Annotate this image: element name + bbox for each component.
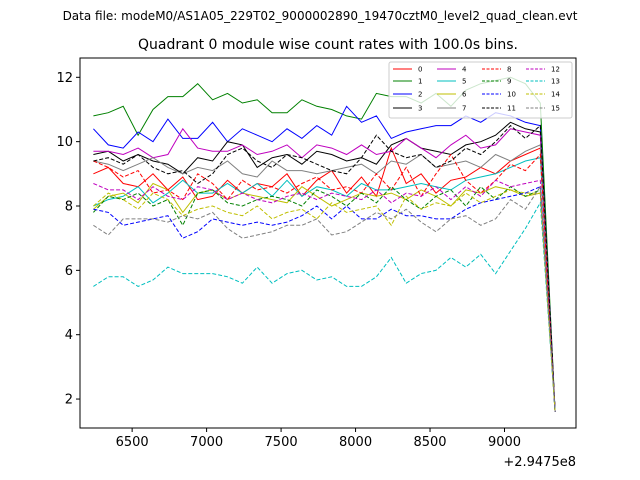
x-offset-label: +2.9475e8 bbox=[503, 455, 576, 470]
legend-label-14: 14 bbox=[551, 91, 560, 99]
x-tick-label: 7000 bbox=[190, 435, 223, 450]
legend-label-6: 6 bbox=[462, 91, 467, 99]
series-line-5 bbox=[93, 157, 556, 412]
legend-box bbox=[388, 61, 573, 119]
series-line-9 bbox=[93, 185, 556, 412]
series-line-3 bbox=[93, 121, 556, 412]
plot-frame bbox=[79, 57, 577, 429]
legend-label-8: 8 bbox=[507, 66, 511, 74]
legend-label-5: 5 bbox=[462, 78, 466, 86]
legend-label-7: 7 bbox=[462, 105, 466, 113]
legend-label-1: 1 bbox=[418, 78, 422, 86]
series-line-15 bbox=[93, 185, 556, 412]
y-tick-label: 8 bbox=[65, 200, 73, 215]
y-tick-label: 6 bbox=[65, 264, 73, 279]
x-axis: 6500 7000 7500 8000 8500 9000 bbox=[116, 428, 521, 450]
legend-label-11: 11 bbox=[507, 105, 516, 113]
legend-label-13: 13 bbox=[551, 78, 560, 86]
series-line-11 bbox=[93, 124, 556, 412]
series-line-4 bbox=[93, 127, 556, 412]
series-line-14 bbox=[93, 189, 556, 412]
series-line-2 bbox=[93, 105, 556, 412]
y-tick-label: 12 bbox=[56, 71, 73, 86]
series-layer bbox=[93, 76, 556, 412]
x-tick-label: 9000 bbox=[488, 435, 521, 450]
y-axis: 2 4 6 8 10 12 bbox=[56, 71, 80, 408]
x-tick-label: 8500 bbox=[413, 435, 446, 450]
series-line-12 bbox=[93, 179, 556, 412]
series-line-6 bbox=[93, 182, 556, 412]
legend-label-4: 4 bbox=[462, 66, 467, 74]
x-tick-label: 8000 bbox=[339, 435, 372, 450]
legend-label-9: 9 bbox=[507, 78, 511, 86]
x-tick-label: 7500 bbox=[265, 435, 298, 450]
x-tick-label: 6500 bbox=[116, 435, 149, 450]
series-line-10 bbox=[93, 185, 556, 412]
series-line-8 bbox=[93, 153, 556, 412]
y-tick-label: 2 bbox=[65, 393, 73, 408]
figure-suptitle: Data file: modeM0/AS1A05_229T02_90000028… bbox=[63, 9, 578, 23]
y-tick-label: 4 bbox=[65, 328, 73, 343]
legend-label-10: 10 bbox=[507, 91, 516, 99]
chart-title: Quadrant 0 module wise count rates with … bbox=[138, 37, 518, 53]
legend-label-12: 12 bbox=[551, 66, 560, 74]
series-line-7 bbox=[93, 144, 556, 412]
series-line-13 bbox=[93, 201, 556, 412]
legend-label-3: 3 bbox=[418, 105, 422, 113]
legend-label-2: 2 bbox=[418, 91, 422, 99]
series-line-0 bbox=[93, 146, 556, 412]
legend-label-0: 0 bbox=[418, 66, 422, 74]
y-tick-label: 10 bbox=[56, 135, 73, 150]
legend-label-15: 15 bbox=[551, 105, 560, 113]
